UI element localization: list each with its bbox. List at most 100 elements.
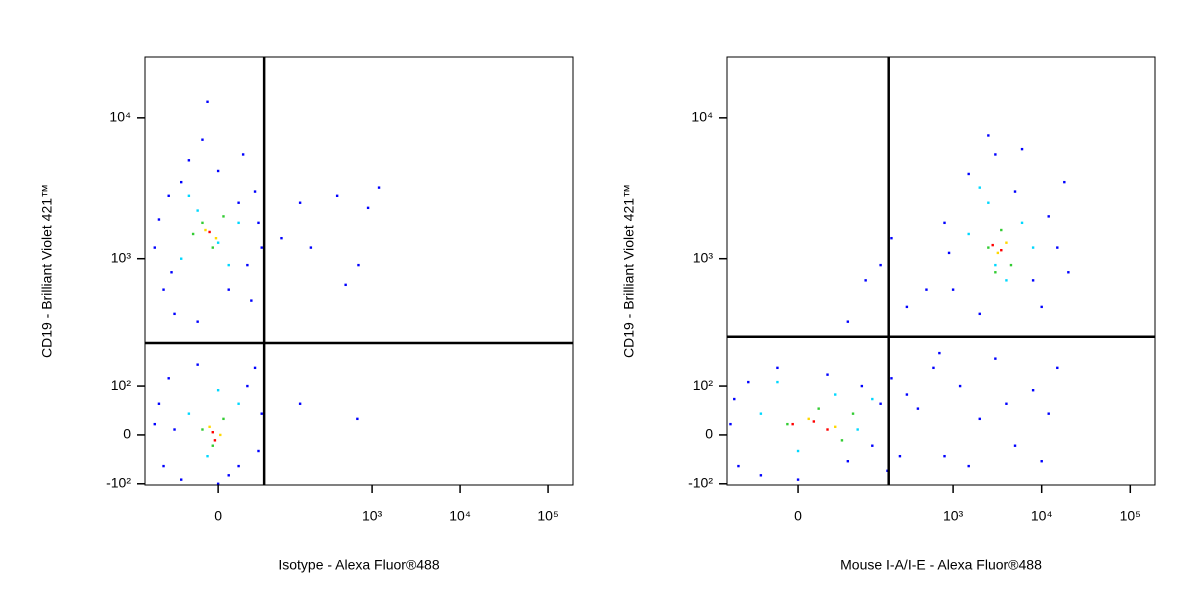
event-dot (1031, 389, 1035, 392)
event-dot (216, 169, 220, 173)
event-dot (776, 380, 779, 384)
plot: 0 10³ 10⁴ 10⁵ -10² 0 10² 10³ 10⁴ Mouse I-A/I-E - … (621, 56, 1156, 573)
event-dot (191, 232, 195, 236)
event-dot (237, 464, 240, 468)
event-dot (257, 449, 260, 453)
x-tick-label: 10⁵ (1120, 508, 1141, 524)
event-dot (991, 243, 994, 247)
y-tick-label: -10² (688, 474, 713, 490)
event-dot (796, 449, 800, 453)
event-dot (167, 194, 170, 198)
plot-frame (144, 56, 574, 486)
event-dot (153, 246, 156, 249)
event-dot (932, 366, 935, 370)
event-dot (817, 407, 820, 410)
event-dot (216, 389, 220, 392)
event-dot (1005, 279, 1008, 282)
y-tick-label: 0 (123, 426, 131, 442)
event-dot (206, 100, 209, 103)
event-dot (905, 393, 909, 396)
event-dot (1013, 190, 1017, 193)
event-dot (257, 221, 260, 225)
event-dot (253, 366, 257, 370)
event-dot (1020, 147, 1024, 151)
x-tick-label: 10⁴ (449, 508, 471, 524)
event-dot (246, 263, 249, 267)
event-dot (856, 428, 859, 431)
event-dot (253, 190, 257, 193)
y-axis-label: CD19 - Brilliant Violet 421™ (621, 184, 637, 358)
event-dot (1005, 402, 1008, 405)
event-dot (366, 206, 370, 210)
event-dot (377, 186, 381, 189)
event-dot (890, 236, 893, 240)
event-dot (204, 228, 207, 232)
event-dot (994, 263, 997, 267)
event-dot (994, 153, 997, 156)
event-dot (994, 271, 997, 274)
event-dot (246, 384, 249, 388)
event-dot (994, 357, 997, 360)
event-dot (180, 478, 183, 481)
event-dot (213, 439, 217, 442)
event-dot (162, 288, 165, 291)
event-dot (860, 384, 864, 388)
event-dot (1009, 263, 1013, 267)
event-dot (1031, 279, 1035, 282)
event-dot (729, 422, 732, 426)
event-dot (879, 402, 882, 405)
event-dot (298, 402, 302, 405)
event-dot (241, 153, 245, 156)
event-dot (180, 180, 183, 184)
event-dot (196, 209, 199, 212)
event-dot (786, 422, 789, 426)
event-dot (153, 422, 156, 426)
event-dot (987, 134, 990, 137)
event-dot (1040, 305, 1043, 309)
event-dot (879, 263, 882, 267)
event-dot (187, 159, 191, 162)
y-tick-label: 10³ (111, 249, 132, 265)
event-dot (791, 422, 794, 426)
event-dot (871, 444, 874, 447)
event-dot (846, 460, 850, 463)
event-dot (834, 425, 837, 429)
x-tick-label: 10⁴ (1031, 508, 1053, 524)
event-dot (1000, 248, 1003, 252)
event-dot (737, 464, 740, 468)
event-dot (208, 230, 211, 234)
event-dot (211, 431, 214, 434)
event-dot (260, 246, 263, 249)
event-dot (776, 366, 779, 370)
event-dot (170, 271, 173, 274)
event-dot (335, 194, 339, 198)
event-dot (1047, 215, 1050, 218)
x-tick-label: 10³ (362, 508, 383, 524)
event-dot (187, 194, 191, 198)
event-dot (237, 201, 240, 204)
plot-frame (726, 56, 1156, 486)
event-dot (1005, 241, 1008, 244)
event-dot (1031, 246, 1035, 249)
x-tick-label: 10³ (943, 508, 964, 524)
event-dot (759, 474, 763, 477)
event-dot (759, 412, 763, 415)
x-tick-label: 0 (794, 508, 802, 524)
event-dot (298, 201, 302, 204)
event-dot (211, 444, 214, 447)
event-dot (157, 402, 161, 405)
event-dot (987, 201, 990, 204)
event-dot (925, 288, 928, 291)
event-dot (1047, 412, 1050, 415)
event-dot (237, 221, 240, 225)
event-dot (1067, 271, 1070, 274)
event-dot (357, 263, 360, 267)
event-dot (958, 384, 962, 388)
event-dot (280, 236, 283, 240)
event-dot (943, 221, 946, 225)
event-dot (1020, 221, 1024, 225)
event-dot (1040, 460, 1043, 463)
event-dot (309, 246, 313, 249)
event-dot (733, 397, 736, 401)
event-dot (1056, 246, 1059, 249)
